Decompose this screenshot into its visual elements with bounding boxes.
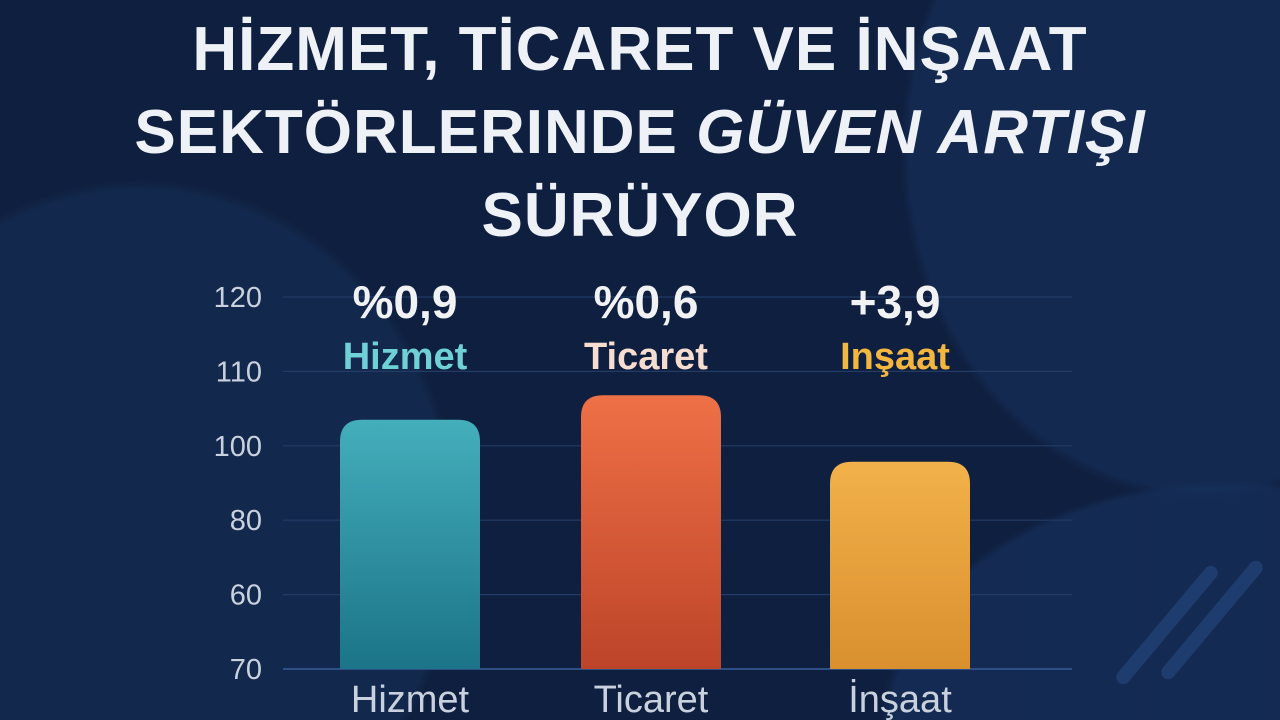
bar-3 bbox=[830, 461, 970, 669]
title-line-3: SÜRÜYOR bbox=[481, 181, 799, 250]
value-label: %0,6 bbox=[594, 276, 699, 328]
category-header-label: Ticaret bbox=[584, 336, 708, 378]
y-tick-label: 120 bbox=[214, 282, 262, 314]
title-line-2-plain: SEKTÖRLERINDE bbox=[134, 98, 697, 167]
x-tick-label: Ticaret bbox=[594, 679, 709, 720]
bar-1 bbox=[340, 419, 480, 669]
category-header-label: Inşaat bbox=[840, 336, 950, 378]
title-line-1: HİZMET, TİCARET VE İNŞAAT bbox=[192, 15, 1088, 84]
y-tick-label: 80 bbox=[230, 505, 262, 537]
y-tick-label: 60 bbox=[230, 580, 262, 612]
chart-title: HİZMET, TİCARET VE İNŞAAT SEKTÖRLERINDE … bbox=[0, 8, 1280, 257]
y-tick-label: 110 bbox=[216, 356, 262, 388]
x-tick-label: Hizmet bbox=[351, 679, 470, 720]
value-label: +3,9 bbox=[850, 276, 941, 328]
title-line-2: SEKTÖRLERINDE GÜVEN ARTIŞI bbox=[0, 91, 1280, 174]
y-tick-label: 100 bbox=[214, 431, 262, 463]
y-tick-label: 70 bbox=[230, 654, 262, 686]
value-label: %0,9 bbox=[353, 276, 458, 328]
category-header-label: Hizmet bbox=[343, 336, 468, 378]
bar-2 bbox=[581, 395, 721, 669]
x-tick-label: İnşaat bbox=[848, 678, 952, 720]
title-line-2-italic: GÜVEN ARTIŞI bbox=[696, 98, 1146, 167]
